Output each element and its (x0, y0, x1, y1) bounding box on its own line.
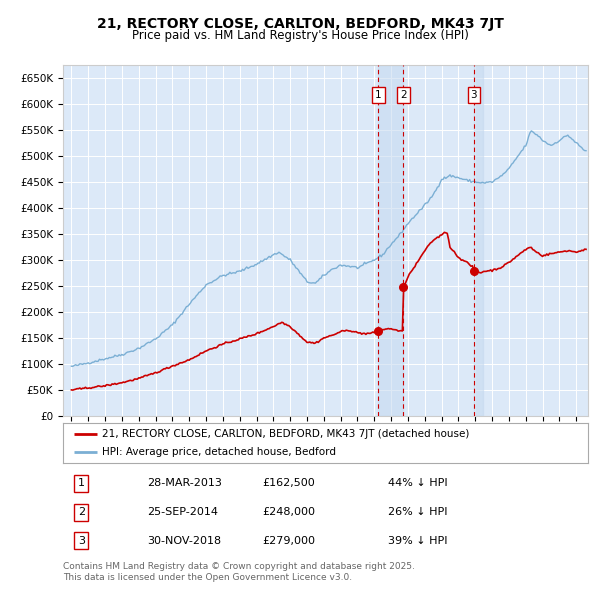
Text: 26% ↓ HPI: 26% ↓ HPI (389, 507, 448, 517)
Text: £279,000: £279,000 (263, 536, 316, 546)
Text: 2: 2 (78, 507, 85, 517)
Bar (379, 65, 403, 416)
Text: 1: 1 (78, 478, 85, 489)
Text: Price paid vs. HM Land Registry's House Price Index (HPI): Price paid vs. HM Land Registry's House … (131, 29, 469, 42)
Text: 28-MAR-2013: 28-MAR-2013 (147, 478, 222, 489)
Text: HPI: Average price, detached house, Bedford: HPI: Average price, detached house, Bedf… (103, 447, 337, 457)
Text: 3: 3 (470, 90, 477, 100)
Text: 44% ↓ HPI: 44% ↓ HPI (389, 478, 448, 489)
Text: £248,000: £248,000 (263, 507, 316, 517)
Text: 25-SEP-2014: 25-SEP-2014 (147, 507, 218, 517)
Text: 21, RECTORY CLOSE, CARLTON, BEDFORD, MK43 7JT: 21, RECTORY CLOSE, CARLTON, BEDFORD, MK4… (97, 17, 503, 31)
Text: 1: 1 (375, 90, 382, 100)
Bar (474, 65, 483, 416)
Text: 3: 3 (78, 536, 85, 546)
Text: 30-NOV-2018: 30-NOV-2018 (147, 536, 221, 546)
Text: 2: 2 (400, 90, 407, 100)
Text: 39% ↓ HPI: 39% ↓ HPI (389, 536, 448, 546)
Text: 21, RECTORY CLOSE, CARLTON, BEDFORD, MK43 7JT (detached house): 21, RECTORY CLOSE, CARLTON, BEDFORD, MK4… (103, 430, 470, 440)
Text: £162,500: £162,500 (263, 478, 315, 489)
Text: Contains HM Land Registry data © Crown copyright and database right 2025.
This d: Contains HM Land Registry data © Crown c… (63, 562, 415, 582)
